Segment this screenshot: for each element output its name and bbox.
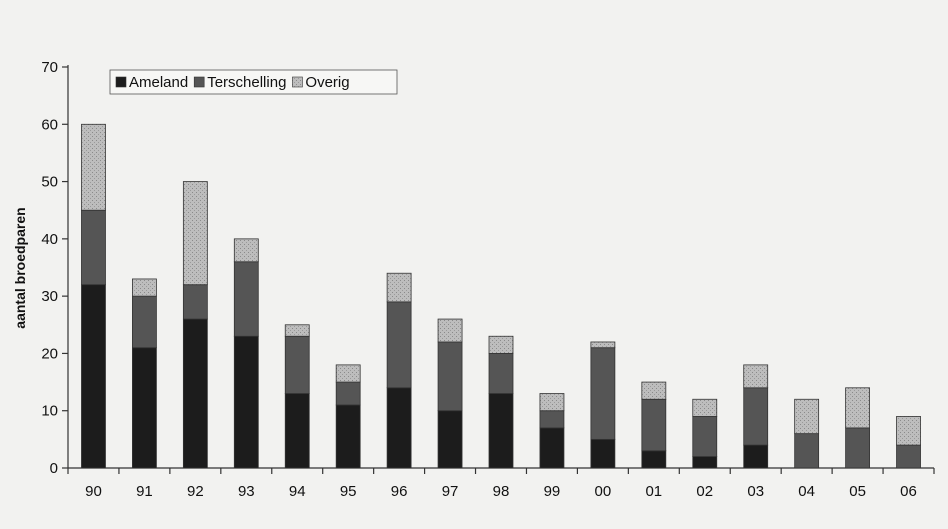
x-tick-label: 92 [187,483,204,500]
bar-terschelling-02 [692,416,718,457]
bar-ameland-95 [335,404,361,469]
x-tick-label: 99 [544,483,561,500]
bar-terschelling-92 [182,284,208,320]
bar-ameland-01 [641,450,667,469]
bar-terschelling-99 [539,410,565,429]
x-tick-label: 98 [493,483,510,500]
bar-ameland-90 [81,284,106,469]
y-tick-label: 10 [41,403,58,420]
bar-overig-00 [590,341,616,349]
bars [81,123,921,469]
bar-terschelling-90 [81,209,106,286]
bar-overig-92 [182,181,208,286]
bar-terschelling-01 [641,398,667,452]
x-tick-label: 90 [85,483,102,500]
bar-terschelling-97 [437,341,463,412]
bar-terschelling-91 [132,295,157,349]
legend-swatch-overig [292,76,303,88]
bar-ameland-97 [437,410,463,469]
x-tick-label: 94 [289,483,306,500]
bar-terschelling-00 [590,347,616,440]
bar-overig-03 [743,364,769,389]
legend-box [109,69,398,95]
x-tick-label: 01 [645,483,662,500]
bar-terschelling-98 [488,353,514,394]
bar-overig-97 [437,318,463,343]
bar-overig-98 [488,335,514,354]
bar-terschelling-96 [386,301,412,389]
legend-label-terschelling: Terschelling [207,74,286,91]
y-axis-label: aantal broedparen [12,207,28,328]
bar-overig-91 [132,278,157,297]
bar-overig-06 [896,416,921,446]
x-tick-label: 05 [849,483,866,500]
y-tick-label: 20 [41,345,58,362]
y-tick-label: 30 [41,288,58,305]
x-tick-label: 91 [136,483,153,500]
bar-terschelling-04 [794,433,820,469]
bar-ameland-94 [284,393,310,469]
x-tick-label: 97 [442,483,459,500]
bar-ameland-91 [132,347,157,469]
bar-overig-94 [284,324,310,337]
legend-label-ameland: Ameland [129,74,188,91]
y-tick-label: 40 [41,231,58,248]
bar-ameland-02 [692,456,718,469]
legend-label-overig: Overig [305,74,349,91]
x-tick-label: 04 [798,483,815,500]
bar-ameland-92 [182,318,208,469]
bar-terschelling-93 [233,261,259,337]
bar-terschelling-05 [845,427,870,469]
y-axis-title: aantal broedparen [12,207,28,328]
tick-labels: 0 10 20 30 40 50 60 70 90 91 92 93 94 95 96 97 98 99 00 01 0… [41,59,917,500]
x-tick-label: 00 [595,483,612,500]
bar-overig-04 [794,398,820,435]
bar-terschelling-94 [284,335,310,394]
x-tick-label: 03 [747,483,764,500]
x-tick-label: 06 [900,483,917,500]
x-tick-label: 02 [696,483,713,500]
bar-ameland-98 [488,393,514,469]
bar-overig-95 [335,364,361,383]
bar-overig-05 [845,387,870,429]
y-tick-label: 0 [50,460,58,477]
x-tick-label: 93 [238,483,255,500]
bar-ameland-93 [233,335,259,469]
bar-overig-93 [233,238,259,263]
y-tick-label: 50 [41,174,58,191]
bar-overig-02 [692,398,718,417]
x-tick-label: 96 [391,483,408,500]
y-tick-label: 60 [41,116,58,133]
legend-swatch-ameland [115,76,127,88]
bar-terschelling-95 [335,381,361,406]
bar-overig-01 [641,381,667,400]
bar-ameland-96 [386,387,412,469]
bar-overig-99 [539,393,565,412]
bar-terschelling-06 [896,444,921,469]
legend-swatch-terschelling [193,76,205,88]
legend: Ameland Terschelling Overig [109,69,398,95]
bar-ameland-03 [743,444,769,469]
bar-ameland-00 [590,438,616,469]
bar-overig-96 [386,272,412,303]
y-tick-label: 70 [41,59,58,76]
bar-overig-90 [81,123,106,211]
x-tick-label: 95 [340,483,357,500]
bar-ameland-99 [539,427,565,469]
bar-terschelling-03 [743,387,769,446]
